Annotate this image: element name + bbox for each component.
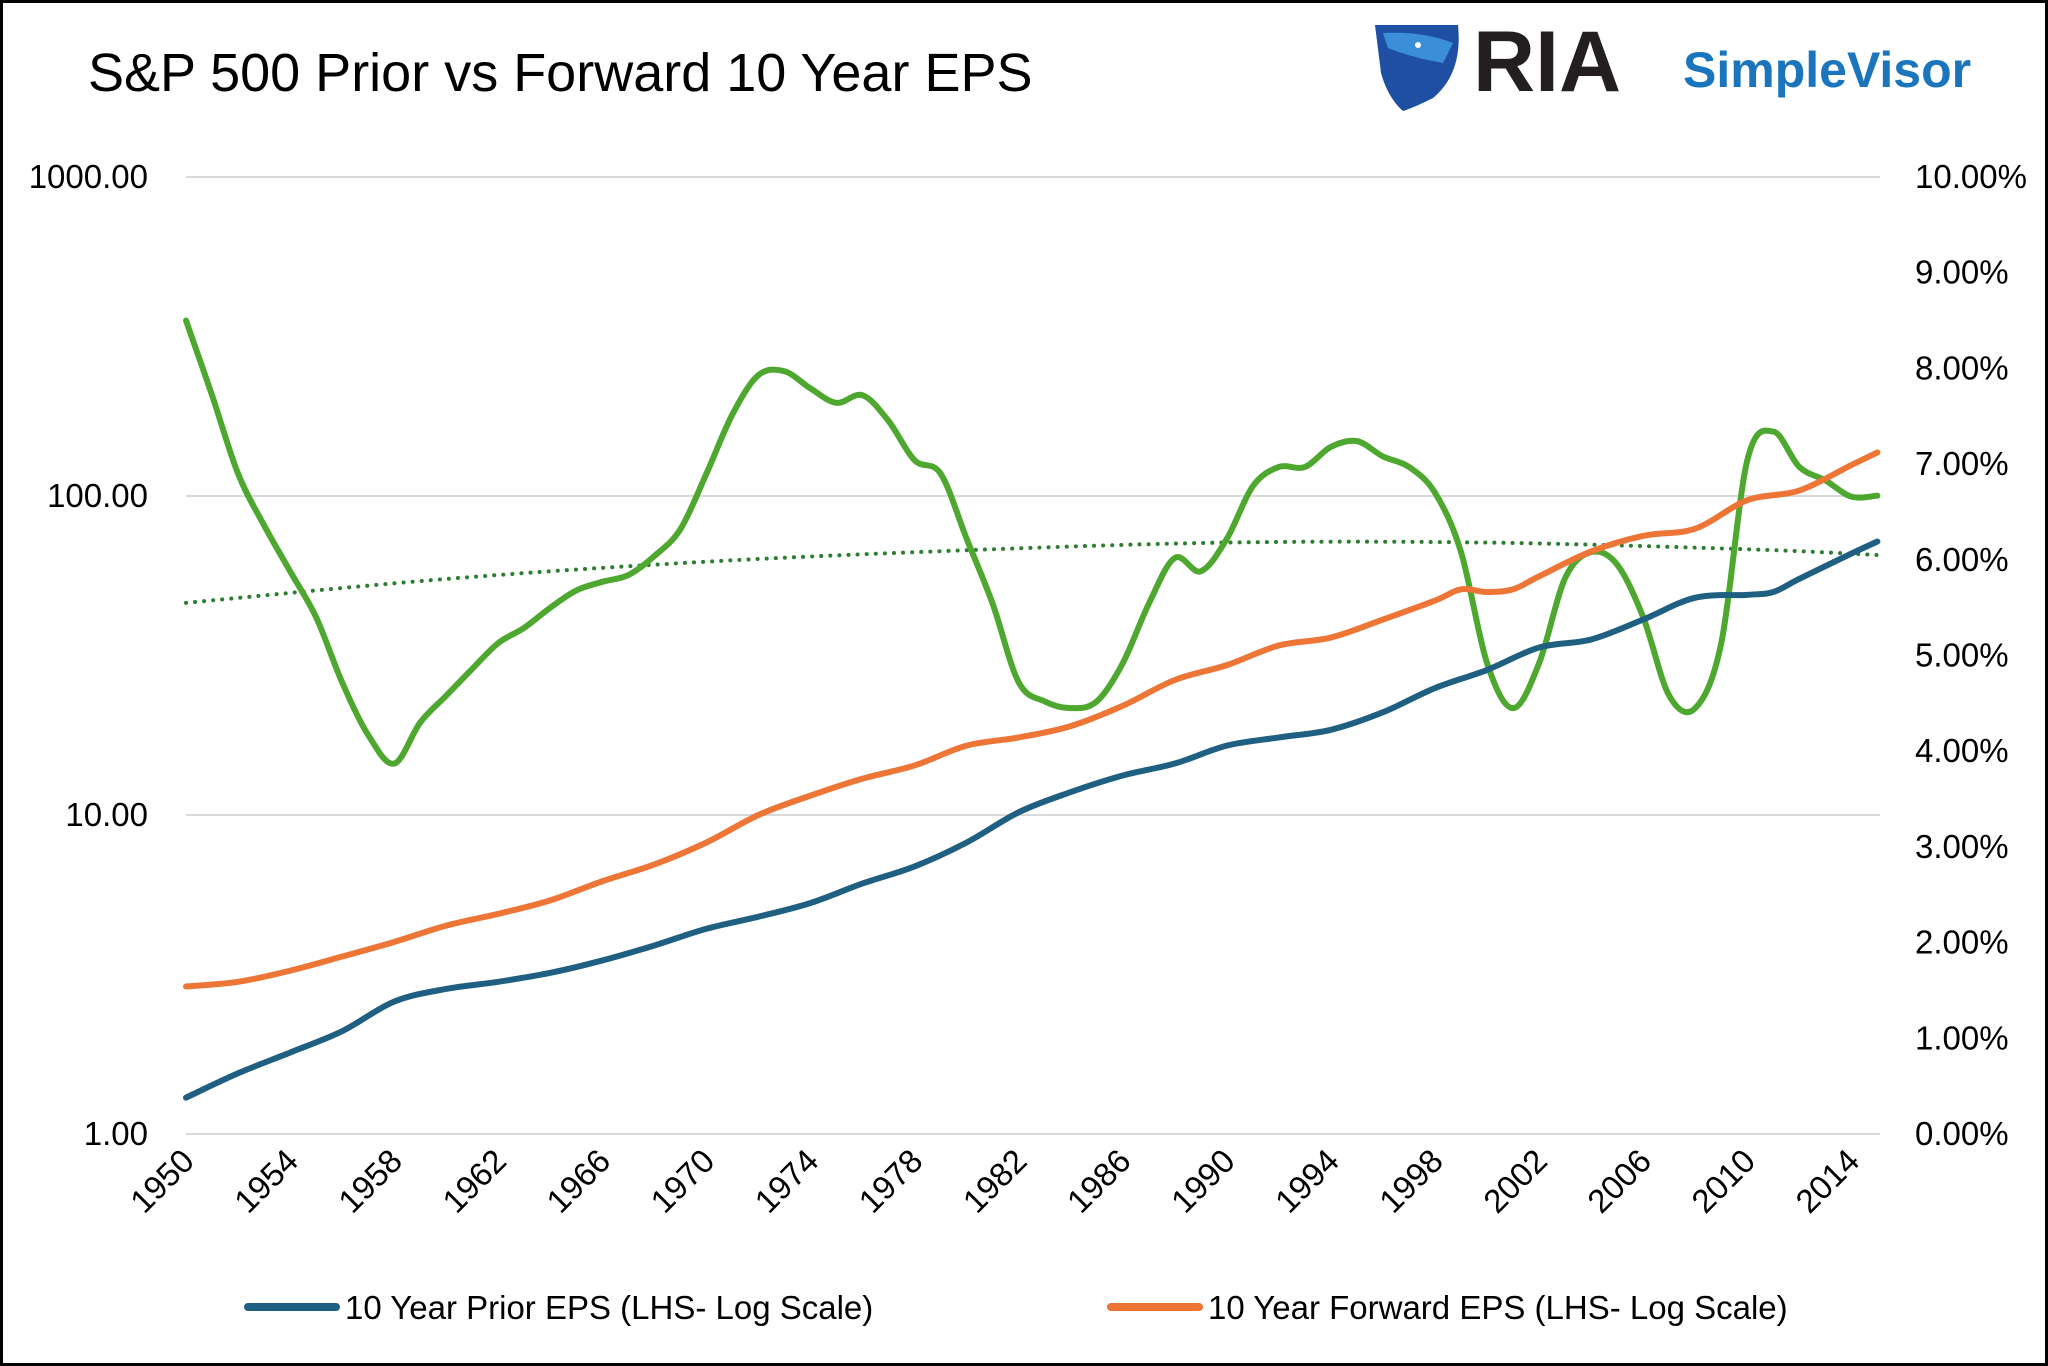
y-right-tick-label: 5.00% [1915,637,2009,674]
y-right-tick-label: 1.00% [1915,1019,2009,1056]
y-left-tick-label: 100.00 [47,477,148,514]
y-right-tick-label: 3.00% [1915,828,2009,865]
x-tick-label: 2002 [1476,1142,1554,1220]
x-tick-label: 1974 [747,1142,825,1220]
y-left-tick-label: 1.00 [84,1115,148,1152]
x-tick-label: 1994 [1268,1142,1346,1220]
series-line-prior-eps [183,538,1881,1101]
logo-simplevisor-text: SimpleVisor [1683,42,1971,98]
legend-label: 10 Year Forward EPS (LHS- Log Scale) [1208,1289,1788,1326]
y-right-tick-label: 8.00% [1915,349,2009,386]
x-tick-label: 1950 [123,1142,201,1220]
logo: RIA SimpleVisor [1375,14,1971,111]
y-right-tick-label: 9.00% [1915,254,2009,291]
legend-label: 10 Year Prior EPS (LHS- Log Scale) [345,1289,873,1326]
logo-ria-text: RIA [1473,14,1621,110]
yield-trendline [184,539,1880,605]
x-tick-label: 1970 [643,1142,721,1220]
x-tick-label: 1982 [956,1142,1034,1220]
y-right-tick-label: 7.00% [1915,445,2009,482]
chart-svg: S&P 500 Prior vs Forward 10 Year EPS RIA… [29,14,2027,1326]
x-tick-label: 2006 [1580,1142,1658,1220]
x-tick-label: 1978 [851,1142,929,1220]
y-right-tick-label: 0.00% [1915,1115,2009,1152]
x-tick-label: 1990 [1164,1142,1242,1220]
x-tick-label: 2010 [1684,1142,1762,1220]
yield-line [183,317,1881,767]
x-tick-label: 2014 [1788,1142,1866,1220]
x-tick-label: 1954 [227,1142,305,1220]
x-tick-label: 1966 [539,1142,617,1220]
series-line-forward-eps [183,449,1881,990]
y-right-tick-label: 4.00% [1915,732,2009,769]
y-left-tick-label: 1000.00 [29,158,148,195]
x-tick-label: 1998 [1372,1142,1450,1220]
y-right-tick-label: 10.00% [1915,158,2027,195]
y-right-tick-label: 6.00% [1915,541,2009,578]
chart-title: S&P 500 Prior vs Forward 10 Year EPS [88,43,1033,103]
x-tick-label: 1958 [331,1142,409,1220]
y-right-tick-label: 2.00% [1915,924,2009,961]
x-tick-label: 1962 [435,1142,513,1220]
y-left-tick-label: 10.00 [65,796,148,833]
x-tick-label: 1986 [1060,1142,1138,1220]
